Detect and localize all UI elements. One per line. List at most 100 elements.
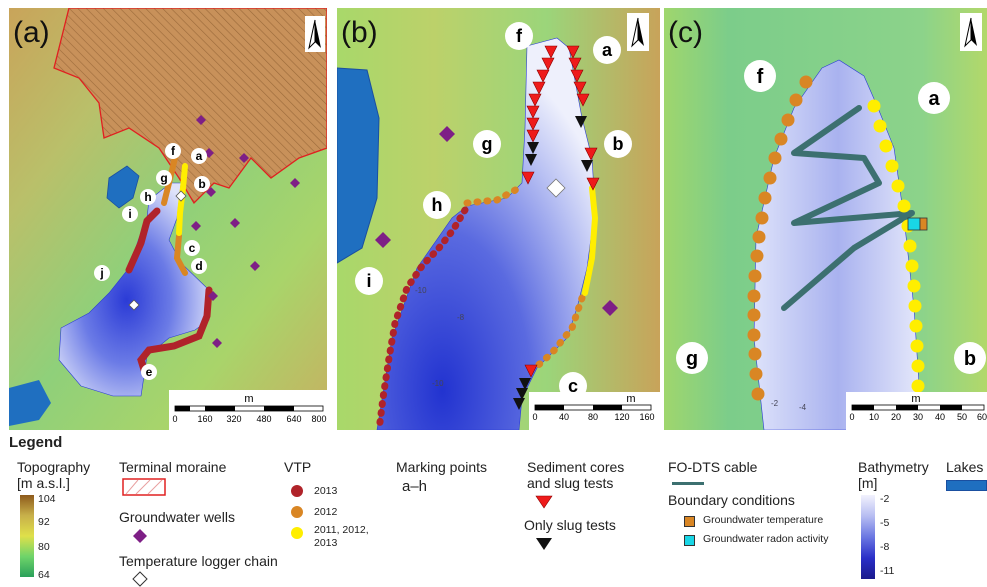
topo-tick-92: 92: [38, 516, 50, 528]
boundary-title: Boundary conditions: [668, 492, 795, 508]
svg-text:b: b: [198, 177, 205, 191]
svg-text:60: 60: [977, 412, 987, 422]
svg-text:f: f: [757, 66, 764, 88]
topo-tick-80: 80: [38, 541, 50, 553]
terminal-moraine-area: [53, 8, 327, 205]
legend-title: Legend: [9, 434, 63, 451]
bathy-tick-11: -11: [880, 565, 895, 577]
lake-bottom-left: [9, 380, 51, 426]
lakes-label: Lakes: [946, 459, 984, 475]
groundwater-wells: [191, 115, 300, 348]
svg-text:g: g: [482, 134, 493, 154]
svg-text:-4: -4: [799, 403, 807, 412]
panel-label-c: (c): [668, 16, 703, 49]
svg-text:120: 120: [614, 412, 629, 422]
svg-text:c: c: [568, 376, 578, 396]
lake-left: [106, 165, 140, 209]
svg-text:50: 50: [957, 412, 967, 422]
vtp-2012-line-b: [463, 184, 586, 372]
boundary-temp-swatch: [684, 516, 695, 527]
vtp-2012-points-c: [747, 75, 813, 401]
svg-text:a: a: [196, 149, 203, 163]
svg-text:m: m: [911, 393, 920, 405]
north-arrow-b: [627, 13, 649, 51]
svg-text:80: 80: [588, 412, 598, 422]
topography-colorbar: [20, 495, 34, 577]
svg-text:10: 10: [869, 412, 879, 422]
svg-text:-10: -10: [415, 286, 427, 295]
temperature-logger-a1: [175, 190, 187, 202]
svg-text:i: i: [366, 271, 371, 291]
moraine-label: Terminal moraine: [119, 459, 227, 475]
svg-text:h: h: [432, 195, 443, 215]
vtp-2013-line-b: [375, 206, 469, 430]
svg-text:640: 640: [286, 414, 301, 424]
scale-bar-c: m 0 10 20 30 40 50 60: [846, 392, 987, 430]
vtp-multi-label: 2011, 2012,: [314, 524, 369, 536]
svg-text:b: b: [964, 348, 976, 370]
map-c-canvas: -2 -4 f a g b m: [664, 8, 987, 430]
vtp-title: VTP: [284, 459, 312, 475]
svg-text:0: 0: [849, 412, 854, 422]
svg-text:40: 40: [935, 412, 945, 422]
panel-label-b: (b): [341, 16, 378, 49]
svg-text:800: 800: [311, 414, 326, 424]
map-panel-b: -10 -8 -10 f a g b h i c m 0 40 80 120 1…: [337, 8, 660, 430]
bathy-tick-8: -8: [880, 541, 890, 553]
wells-swatch: [133, 529, 147, 543]
topo-tick-64: 64: [38, 569, 50, 581]
bathy-tick-2: -2: [880, 493, 890, 505]
lake-left-b: [337, 67, 380, 264]
only-slug-label: Only slug tests: [524, 517, 616, 533]
panel-label-a: (a): [13, 16, 50, 49]
bathymetry-colorbar: [861, 495, 875, 579]
bathy-tick-5: -5: [880, 517, 890, 529]
svg-text:g: g: [686, 348, 698, 370]
map-panel-a: a b c d e f g h i j m 0 160 320 480 640 …: [9, 8, 327, 430]
svg-text:30: 30: [913, 412, 923, 422]
svg-text:h: h: [144, 190, 151, 204]
boundary-temperature-marker: [919, 217, 928, 231]
svg-text:a: a: [602, 40, 613, 60]
svg-text:g: g: [160, 171, 167, 185]
scale-bar-b: m 0 40 80 120 160: [529, 392, 660, 430]
wells-label: Groundwater wells: [119, 509, 235, 525]
north-arrow-c: [960, 13, 982, 51]
svg-text:i: i: [128, 207, 131, 221]
only-slug-test-markers: [513, 116, 593, 410]
svg-text:m: m: [626, 393, 635, 405]
svg-text:160: 160: [639, 412, 654, 422]
sediment-cores-markers: [521, 45, 600, 378]
boundary-radon-label: Groundwater radon activity: [703, 533, 829, 545]
contour-labels-c: -2 -4: [771, 399, 807, 412]
svg-text:0: 0: [532, 412, 537, 422]
sediment-swatch: [535, 495, 553, 509]
svg-text:480: 480: [256, 414, 271, 424]
svg-text:f: f: [171, 144, 176, 158]
logger-label: Temperature logger chain: [119, 553, 278, 569]
north-arrow-a: [305, 16, 325, 52]
fodts-swatch: [672, 482, 704, 485]
scale-bar-a: m 0 160 320 480 640 800: [169, 390, 327, 430]
vtp-2013-line: [125, 207, 213, 377]
vtp-2012-label: 2012: [314, 506, 338, 518]
svg-text:a: a: [928, 88, 940, 110]
vtp-multi-label-2: 2013: [314, 537, 338, 549]
temperature-logger-a2: [128, 299, 140, 311]
svg-text:20: 20: [891, 412, 901, 422]
svg-text:b: b: [613, 134, 624, 154]
temperature-logger-b: [546, 178, 566, 198]
marking-points-b: f a g b h i c: [355, 22, 632, 400]
vtp-2012-swatch: [291, 506, 303, 518]
bathymetry-unit: [m]: [858, 475, 878, 491]
svg-text:m: m: [244, 393, 253, 405]
marking-points-a: a b c d e f g h i j: [94, 143, 210, 380]
boundary-temp-label: Groundwater temperature: [703, 514, 824, 526]
map-a-canvas: a b c d e f g h i j m 0 160 320 480 640 …: [9, 8, 327, 430]
svg-text:j: j: [99, 266, 103, 280]
svg-text:40: 40: [559, 412, 569, 422]
topo-tick-104: 104: [38, 493, 56, 505]
svg-text:f: f: [516, 26, 523, 46]
moraine-swatch: [122, 478, 166, 496]
marking-range: a–h: [402, 478, 428, 495]
